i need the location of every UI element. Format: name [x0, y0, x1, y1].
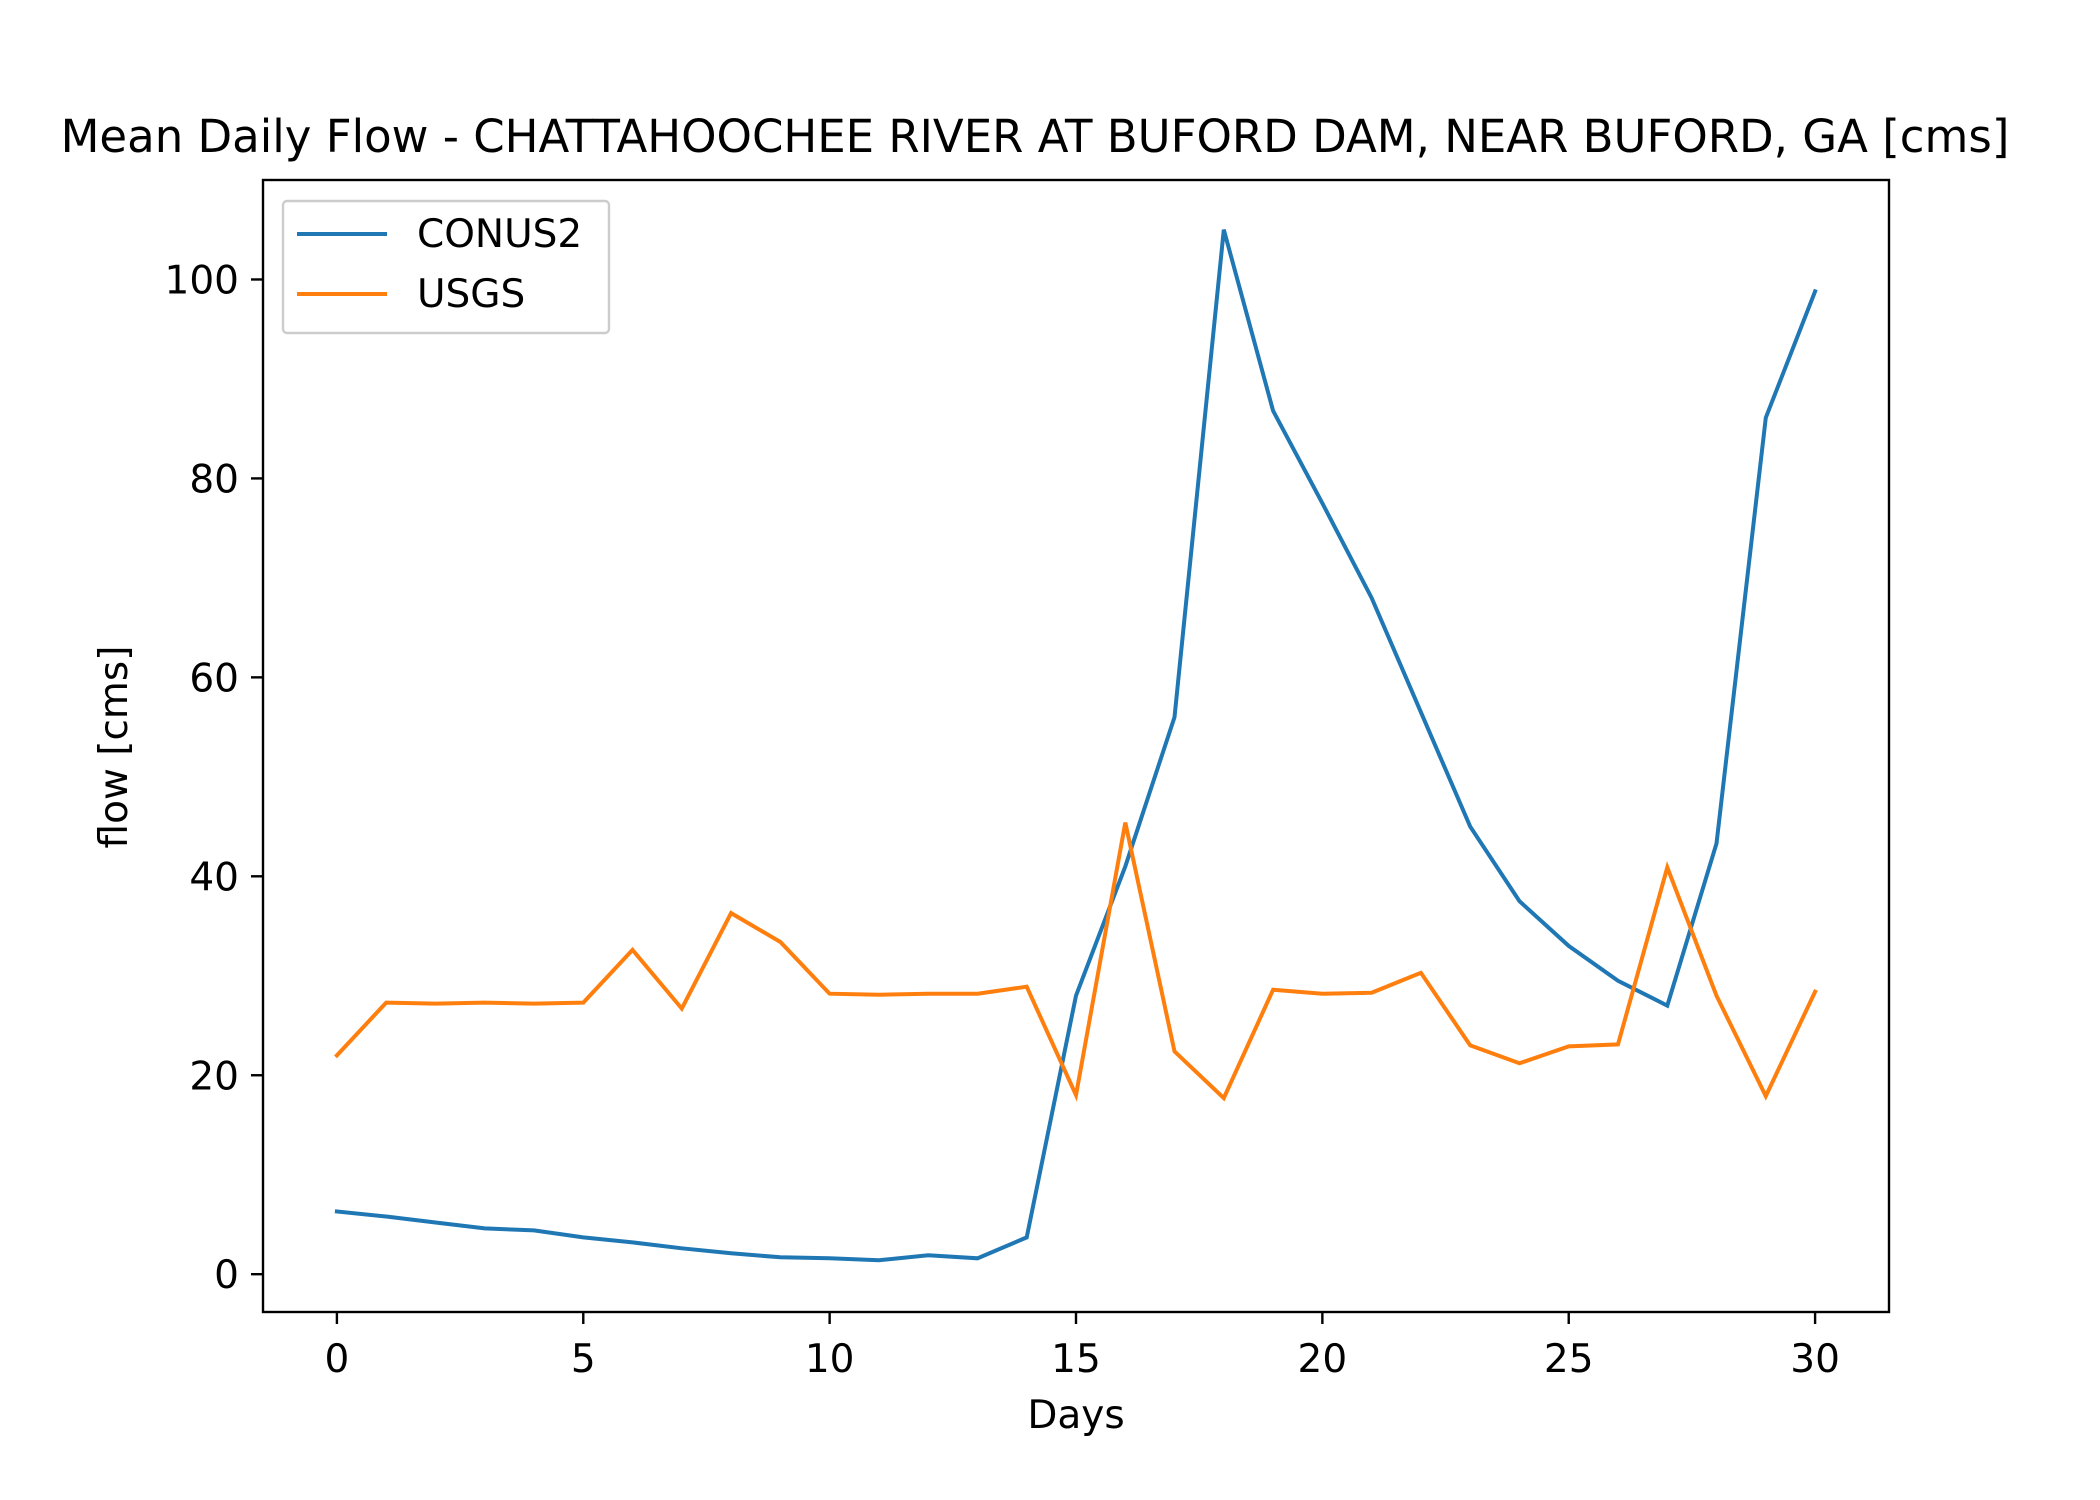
- y-tick-label: 60: [189, 656, 239, 701]
- series-line-usgs: [334, 822, 1818, 1102]
- chart-title: Mean Daily Flow - CHATTAHOOCHEE RIVER AT…: [61, 110, 2010, 163]
- x-tick-label: 30: [1790, 1337, 1840, 1382]
- x-tick-label: 25: [1544, 1337, 1594, 1382]
- x-tick-label: 15: [1051, 1337, 1101, 1382]
- x-tick-label: 10: [805, 1337, 855, 1382]
- series-layer: [334, 229, 1818, 1263]
- legend: CONUS2 USGS: [281, 199, 611, 335]
- x-axis-label: Days: [1027, 1393, 1124, 1438]
- series-line-conus2: [334, 229, 1818, 1263]
- x-tick-label: 0: [324, 1337, 349, 1382]
- legend-label-usgs: USGS: [417, 272, 525, 317]
- x-tick-label: 5: [571, 1337, 596, 1382]
- x-tick-label: 20: [1298, 1337, 1348, 1382]
- plot-area: [263, 180, 1889, 1312]
- y-tick-label: 20: [189, 1054, 239, 1099]
- y-tick-label: 80: [189, 457, 239, 502]
- y-tick-label: 40: [189, 855, 239, 900]
- legend-label-conus2: CONUS2: [417, 212, 582, 257]
- y-tick-label: 0: [214, 1253, 239, 1298]
- x-axis: 0 5 10 15 20 25 30: [324, 1312, 1840, 1382]
- y-tick-label: 100: [165, 258, 239, 303]
- y-axis: 0 20 40 60 80 100: [165, 258, 263, 1298]
- y-axis-label: flow [cms]: [92, 646, 137, 849]
